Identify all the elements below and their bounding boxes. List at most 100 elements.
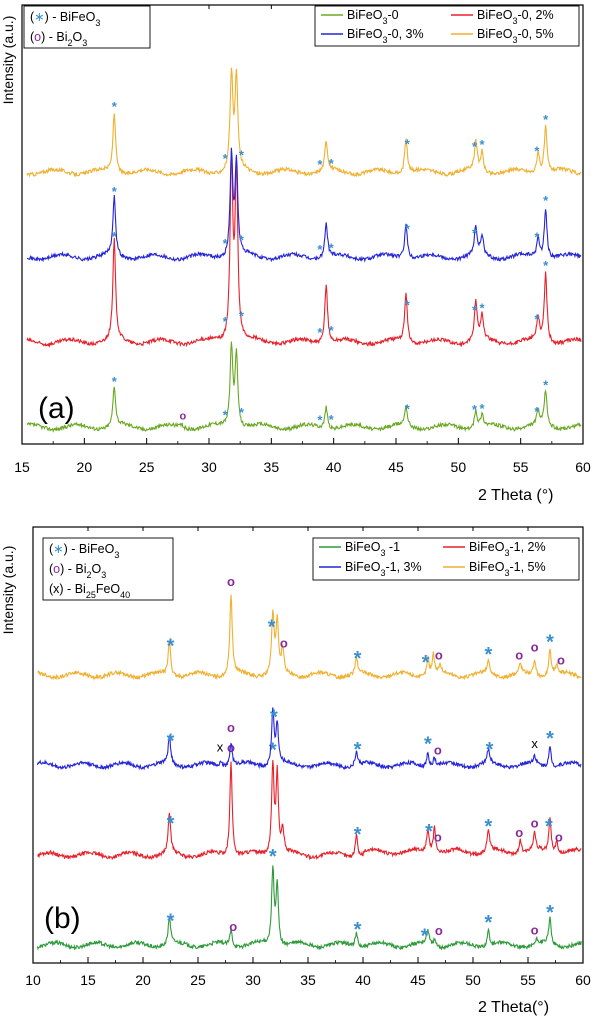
x-tick-label: 45	[410, 972, 426, 988]
phase-marker: *	[354, 919, 362, 941]
x-axis-label: 2 Theta (°)	[478, 487, 553, 504]
phase-marker: o	[434, 829, 442, 844]
phase-marker: *	[223, 151, 229, 166]
phase-marker: *	[239, 233, 245, 248]
phase-marker: o	[531, 815, 539, 830]
x-tick-label: 50	[451, 459, 467, 475]
phase-marker: *	[545, 816, 553, 838]
phase-marker: *	[479, 300, 485, 315]
phase-marker: o	[435, 647, 443, 662]
phase-marker: *	[167, 730, 175, 752]
phase-marker: *	[223, 407, 229, 422]
phase-marker: o	[434, 742, 442, 757]
phase-marker: *	[405, 401, 411, 416]
series-line	[26, 148, 582, 263]
phase-marker: *	[543, 377, 549, 392]
phase-marker: *	[546, 728, 554, 750]
x-tick-label: 35	[300, 972, 316, 988]
phase-marker: *	[268, 616, 276, 638]
phase-marker: *	[269, 740, 277, 762]
legend-entry: BiFeO3 -1	[345, 540, 400, 558]
legend-entry: BiFeO3-0	[347, 8, 399, 26]
x-tick-label: 30	[245, 972, 261, 988]
series-line	[26, 147, 582, 348]
x-tick-label: 40	[326, 459, 342, 475]
phase-marker: o	[531, 923, 539, 938]
phase-marker: *	[317, 413, 323, 428]
x-tick-label: 35	[264, 459, 280, 475]
phase-marker: *	[223, 314, 229, 329]
x-tick-label: 40	[355, 972, 371, 988]
phase-marker: *	[534, 312, 540, 327]
phase-marker: o	[555, 829, 563, 844]
series-line	[37, 760, 582, 861]
phase-marker: *	[422, 652, 430, 674]
panel-label: (b)	[44, 902, 81, 935]
series-line	[36, 707, 582, 771]
phase-key-entry: (x) - Bi25FeO40	[49, 582, 130, 600]
phase-key-entry: (∗) - BiFeO3	[30, 10, 100, 28]
phase-marker: *	[329, 156, 335, 171]
phase-key-box	[42, 537, 174, 601]
legend-entry: BiFeO3-0, 5%	[477, 27, 554, 45]
phase-marker: *	[405, 221, 411, 236]
phase-marker: *	[112, 229, 118, 244]
phase-marker: *	[472, 139, 478, 154]
legend-box	[312, 537, 580, 581]
phase-marker: *	[112, 374, 118, 389]
phase-marker: *	[223, 236, 229, 251]
series-line	[26, 67, 582, 178]
x-tick-label: 10	[25, 972, 41, 988]
phase-marker: o	[515, 647, 523, 662]
y-axis-label: Intensity (a.u.)	[0, 546, 16, 635]
x-tick-label: 25	[190, 972, 206, 988]
phase-marker: *	[546, 902, 554, 924]
phase-marker: *	[239, 148, 245, 163]
phase-marker: o	[280, 636, 288, 651]
phase-marker: o	[227, 574, 235, 589]
legend-entry: BiFeO3-0, 3%	[347, 27, 424, 45]
phase-marker: o	[227, 720, 235, 735]
panel-label: (a)	[38, 392, 75, 425]
x-tick-label: 60	[575, 972, 591, 988]
phase-marker: *	[425, 821, 433, 843]
phase-marker: *	[329, 323, 335, 338]
phase-marker: o	[435, 923, 443, 938]
phase-key-entry: (∗) - BiFeO3	[49, 542, 119, 560]
x-tick-label: 15	[80, 972, 96, 988]
phase-marker: o	[229, 919, 237, 934]
phase-key-entry: (o) - Bi2O3	[30, 30, 87, 48]
x-tick-label: 20	[77, 459, 93, 475]
plot-frame	[21, 4, 584, 445]
phase-marker: *	[269, 846, 277, 868]
panel-a: 15 20 25 30 35 40 45 50 55 60*o * * * ** * * **** ** ** * **…	[0, 4, 591, 504]
x-tick-label: 55	[513, 459, 529, 475]
legend-entry: BiFeO3-0, 2%	[477, 8, 554, 26]
legend-box	[314, 5, 580, 47]
phase-marker: *	[329, 412, 335, 427]
phase-marker: *	[472, 402, 478, 417]
phase-marker: *	[485, 816, 493, 838]
phase-marker: o	[515, 825, 523, 840]
phase-marker: *	[472, 303, 478, 318]
phase-marker: o	[227, 740, 235, 755]
phase-marker: o	[179, 410, 186, 422]
phase-marker: *	[317, 242, 323, 257]
phase-marker: x	[531, 736, 538, 751]
phase-marker: x	[217, 740, 224, 755]
x-tick-label: 15	[14, 459, 30, 475]
phase-marker: *	[546, 631, 554, 653]
phase-marker: *	[405, 136, 411, 151]
phase-marker: *	[421, 926, 429, 948]
phase-marker: *	[329, 241, 335, 256]
phase-marker: *	[534, 404, 540, 419]
phase-marker: *	[543, 258, 549, 273]
phase-marker: *	[354, 824, 362, 846]
x-tick-label: 50	[465, 972, 481, 988]
phase-marker: *	[317, 325, 323, 340]
x-tick-label: 25	[139, 459, 155, 475]
x-tick-label: 45	[388, 459, 404, 475]
phase-marker: *	[543, 112, 549, 127]
legend-entry: BiFeO3-1, 2%	[469, 540, 546, 558]
